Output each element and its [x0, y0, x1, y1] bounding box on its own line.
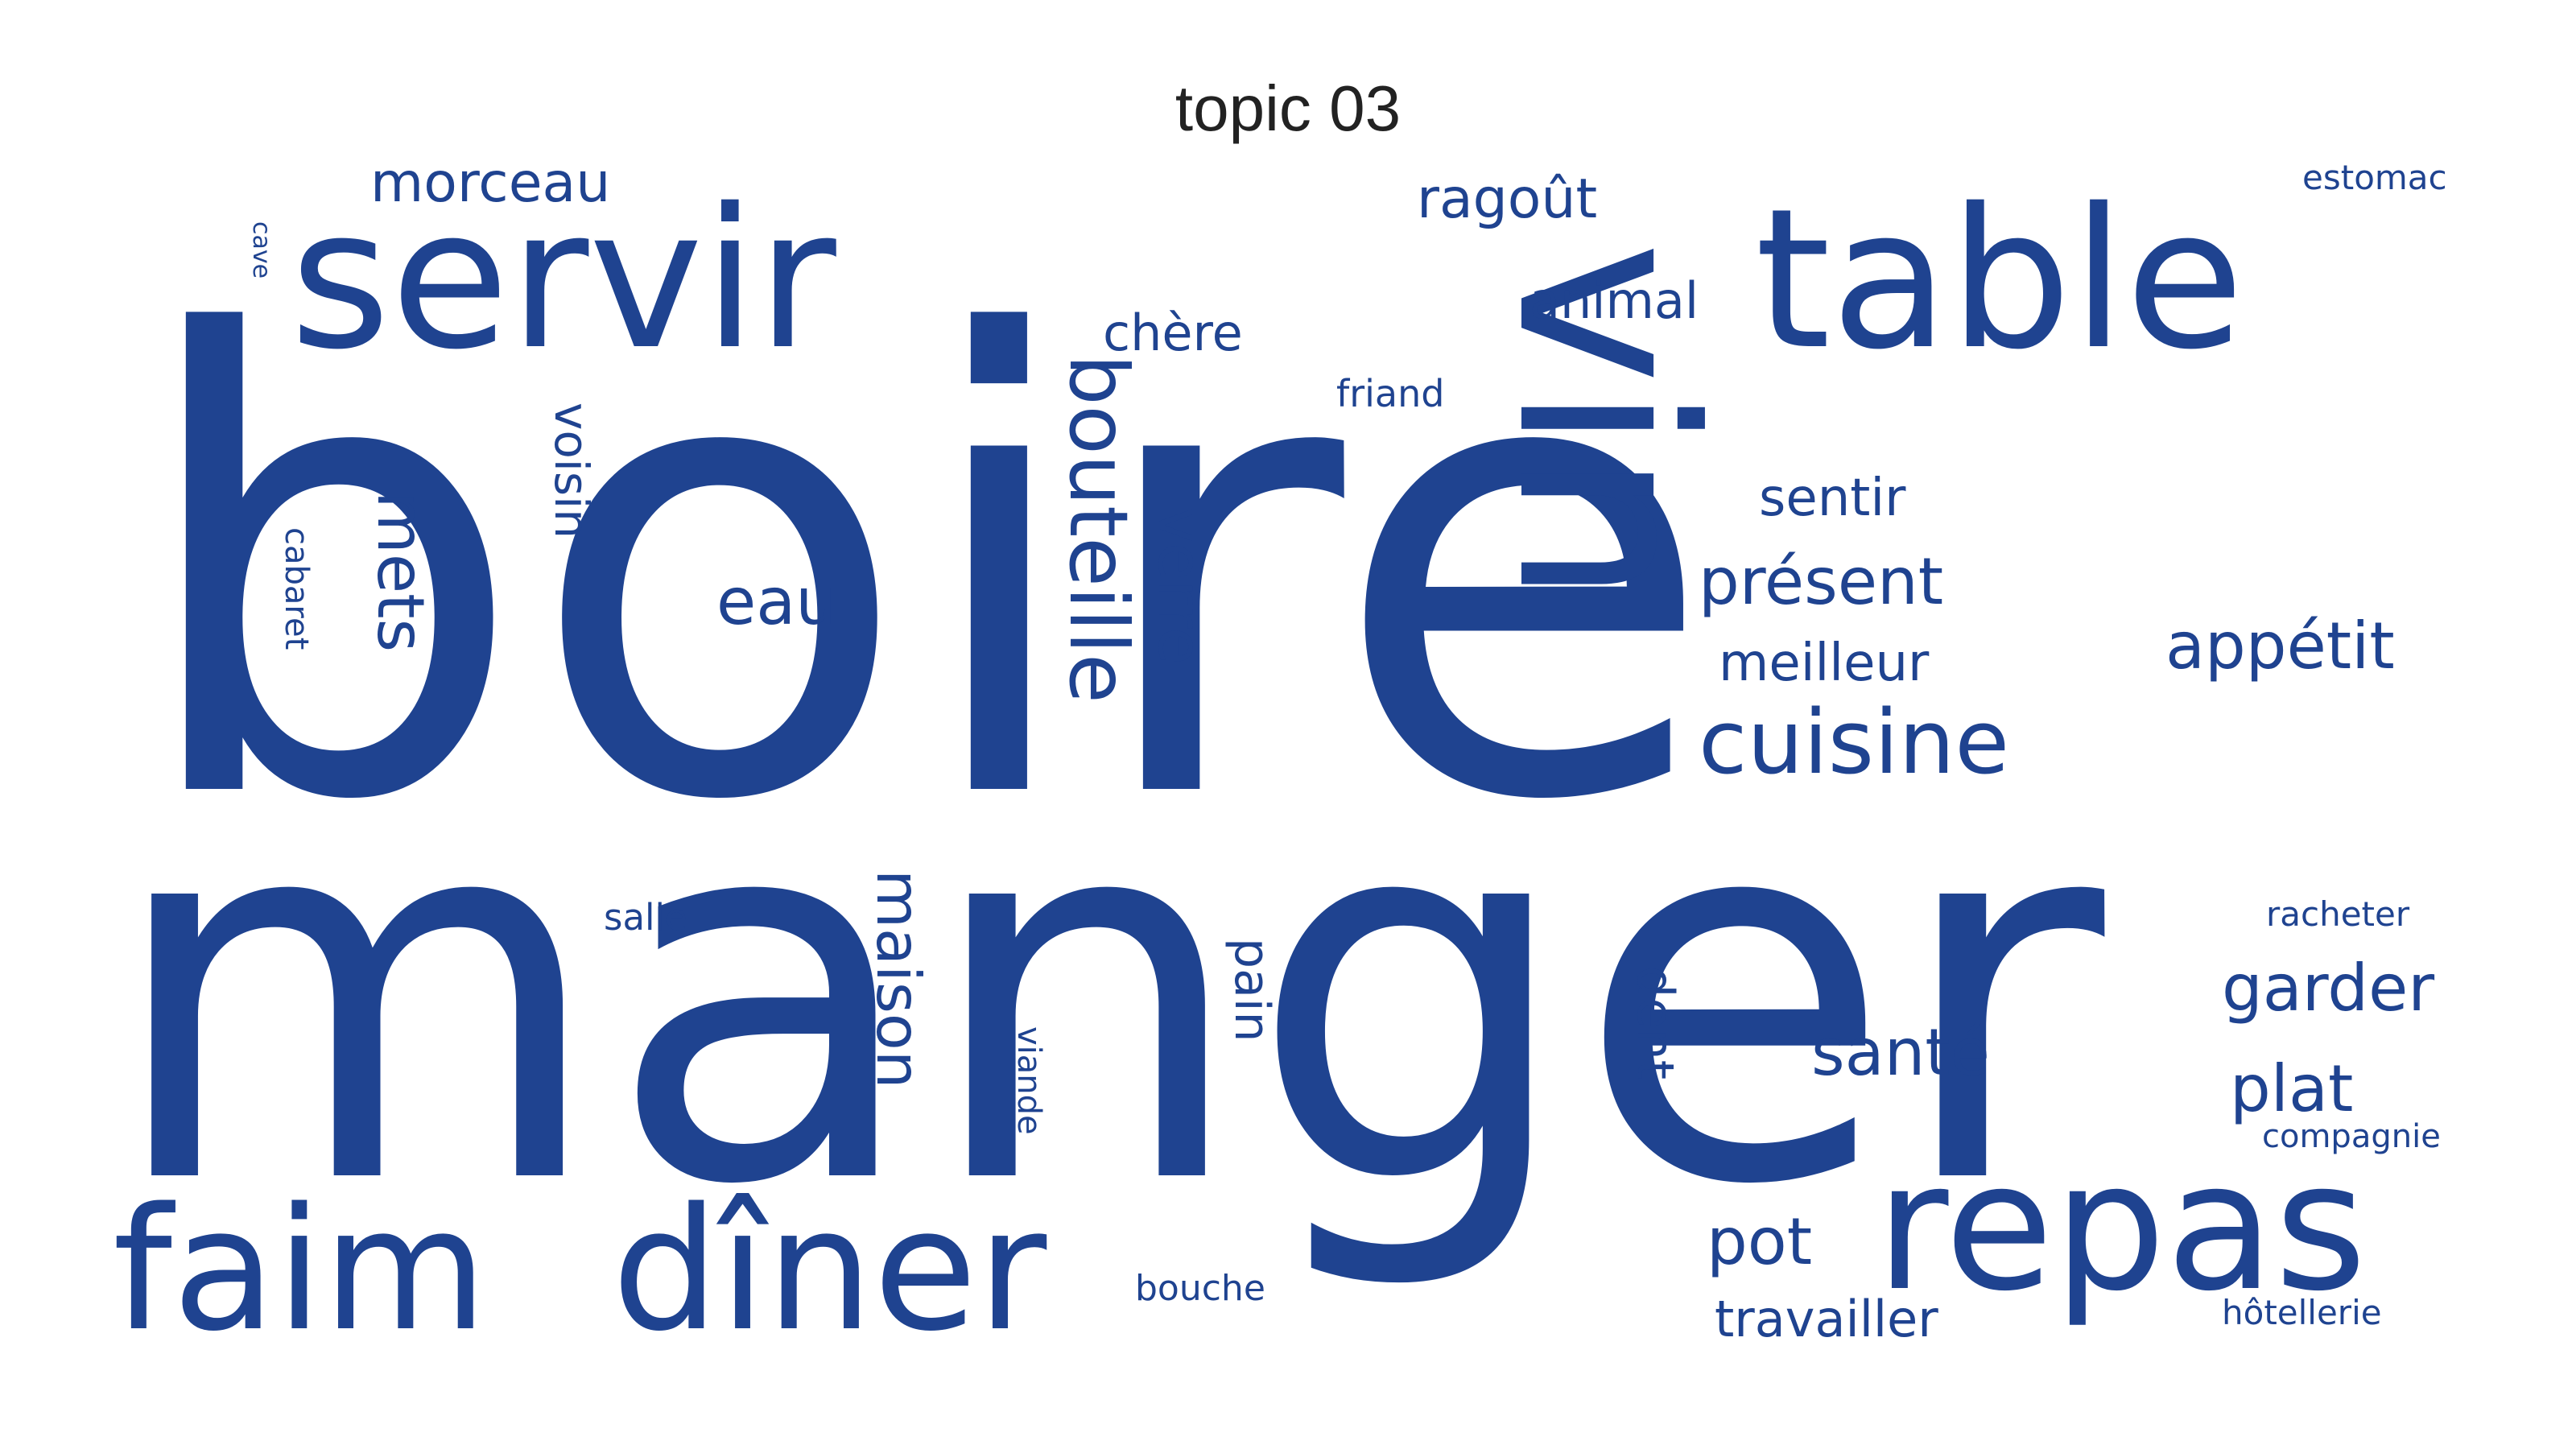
- word-pain: pain: [1224, 938, 1280, 1042]
- word-cave: cave: [247, 221, 275, 279]
- word-hôtellerie: hôtellerie: [2222, 1293, 2382, 1332]
- word-repas: repas: [1876, 1124, 2367, 1330]
- word-manger: manger: [105, 697, 2110, 1297]
- word-eau: eau: [716, 564, 836, 639]
- word-maison: maison: [863, 869, 934, 1088]
- word-faim: faim: [113, 1171, 488, 1368]
- figure-title: topic 03: [1174, 72, 1402, 144]
- word-sentir: sentir: [1759, 469, 1906, 528]
- word-ragoût: ragoût: [1417, 167, 1597, 231]
- word-estomac: estomac: [2302, 158, 2447, 197]
- word-voisin: voisin: [544, 402, 599, 539]
- word-travailler: travailler: [1715, 1290, 1938, 1348]
- word-cuisine: cuisine: [1699, 691, 2009, 794]
- word-meilleur: meilleur: [1719, 634, 1930, 693]
- word-dîner: dîner: [612, 1171, 1047, 1368]
- word-bouteille: bouteille: [1051, 354, 1146, 704]
- word-salle: salle: [604, 896, 687, 939]
- word-garder: garder: [2222, 951, 2434, 1026]
- word-pot: pot: [1707, 1204, 1812, 1279]
- word-viande: viande: [1010, 1026, 1047, 1135]
- word-cabaret: cabaret: [278, 527, 315, 650]
- word-morceau: morceau: [370, 151, 610, 215]
- word-racheter: racheter: [2266, 894, 2410, 934]
- word-dent: dent: [1626, 966, 1685, 1080]
- word-santé: santé: [1811, 1015, 1990, 1090]
- word-mets: mets: [363, 491, 438, 652]
- word-compagnie: compagnie: [2262, 1118, 2441, 1155]
- word-verre: verre: [1145, 507, 1216, 664]
- word-plat: plat: [2230, 1051, 2353, 1126]
- word-friand: friand: [1336, 372, 1444, 415]
- word-boire: boire: [129, 206, 1716, 937]
- word-bouche: bouche: [1135, 1268, 1265, 1309]
- word-servir: servir: [290, 167, 836, 392]
- word-présent: présent: [1699, 544, 1943, 619]
- word-chère: chère: [1103, 303, 1243, 362]
- word-animal: animal: [1530, 271, 1699, 330]
- word-appétit: appétit: [2165, 609, 2395, 683]
- word-table: table: [1755, 167, 2244, 392]
- word-vin: vin: [1464, 242, 1745, 605]
